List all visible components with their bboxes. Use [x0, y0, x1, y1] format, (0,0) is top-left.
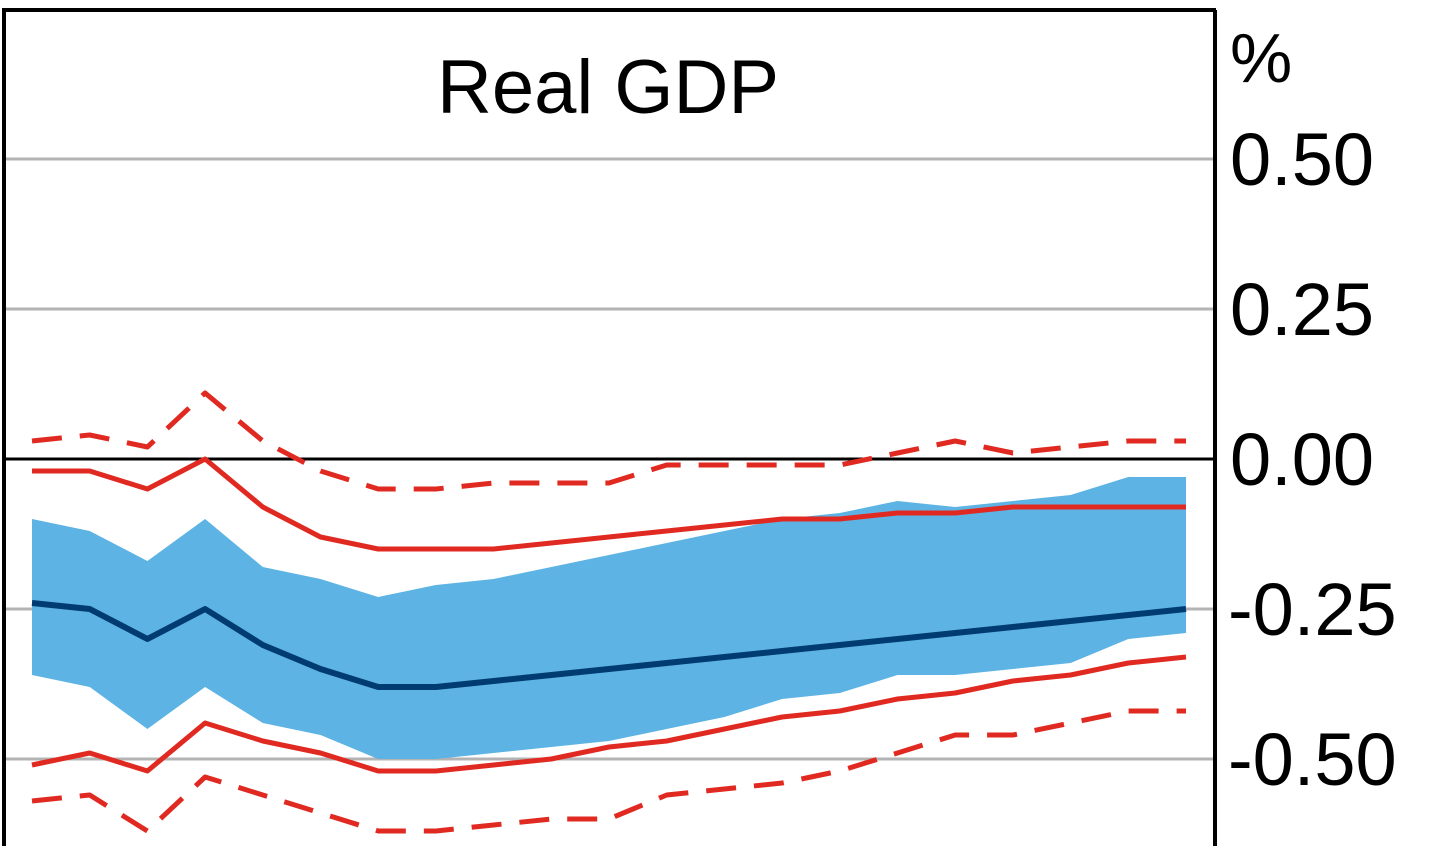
y-tick-labels: 0.50 0.25 0.00 -0.25 -0.50	[1228, 118, 1397, 801]
series-line-outer-upper	[31, 390, 1186, 492]
y-tick-label: -0.50	[1228, 718, 1397, 801]
plot-frame-layer	[2, 8, 1217, 846]
y-unit-label: %	[1230, 19, 1292, 97]
band-layer	[32, 477, 1186, 759]
uncertainty-band	[32, 477, 1186, 759]
y-tick-label: -0.25	[1228, 568, 1397, 651]
chart-title: Real GDP	[437, 45, 779, 130]
series-line-outer-lower	[31, 708, 1186, 834]
y-tick-label: 0.50	[1230, 118, 1374, 201]
series-line-central	[31, 600, 1187, 690]
y-tick-label: 0.25	[1230, 268, 1374, 351]
series-line-inner-lower	[31, 654, 1187, 774]
series-layer	[31, 390, 1187, 834]
y-tick-label: 0.00	[1230, 418, 1374, 501]
series-line-inner-upper	[32, 456, 1186, 552]
